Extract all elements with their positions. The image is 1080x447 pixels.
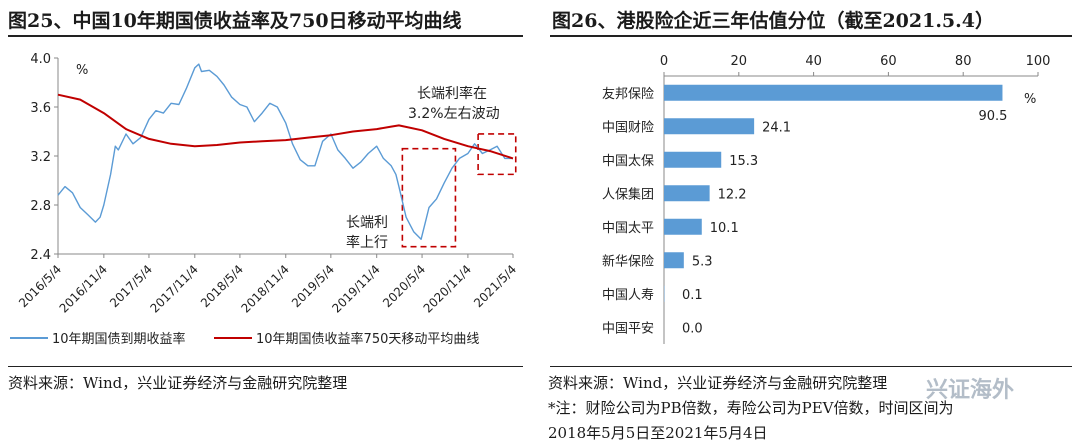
x-tick-label: 2018/5/4 (198, 262, 246, 310)
left-source-rule (8, 366, 523, 367)
bar (664, 118, 755, 135)
y-tick-label: 3.2 (30, 150, 51, 165)
category-label: 中国平安 (602, 321, 654, 336)
category-label: 人保集团 (602, 186, 654, 202)
bar-value-label: 0.0 (682, 321, 703, 336)
y-tick-label: 4.0 (30, 52, 51, 67)
bar (664, 252, 684, 269)
category-label: 新华保险 (602, 253, 654, 269)
legend-label-yield: 10年期国债到期收益率 (52, 331, 186, 347)
x-tick-label: 20 (731, 54, 748, 69)
x-tick-label: 2020/11/4 (421, 262, 474, 315)
valuation-bar-chart: 0 20 40 60 80 100 友邦保险 90.5 中国财险 24.1 中国太保 15.3 人保集团… (602, 54, 1051, 344)
left-source-note: 资料来源：Wind，兴业证券经济与金融研究院整理 (8, 374, 348, 392)
x-tick-label: 2019/11/4 (329, 262, 382, 315)
right-source-rule (550, 366, 1072, 367)
ma750-series-line (57, 93, 514, 160)
highlight-box-range (477, 133, 517, 176)
highlight-box-rise (401, 147, 457, 248)
x-tick-label: 40 (805, 54, 822, 69)
x-tick-label: 2021/5/4 (471, 262, 519, 310)
category-label: 中国财险 (602, 120, 654, 135)
annotation-text: 3.2%左右波动 (408, 106, 500, 122)
x-tick-label: 2018/11/4 (238, 262, 291, 315)
x-tick-label: 100 (1026, 54, 1051, 69)
x-tick-label: 2017/11/4 (148, 262, 201, 315)
bar (664, 185, 710, 202)
x-tick-label: 2017/5/4 (107, 262, 155, 310)
bar (664, 151, 722, 168)
right-footnote-line2: 2018年5月5日至2021年5月4日 (548, 424, 768, 442)
bar (664, 218, 702, 235)
bar-value-label: 90.5 (978, 109, 1007, 124)
legend-label-ma750: 10年期国债收益率750天移动平均曲线 (256, 331, 479, 347)
left-figure-title: 图25、中国10年期国债收益率及750日移动平均曲线 (8, 10, 462, 32)
y-tick-label: 2.4 (30, 248, 51, 263)
yield-series-line (57, 63, 513, 240)
annotation-text: 率上行 (346, 234, 388, 251)
x-tick-label: 0 (660, 54, 668, 69)
bar-value-label: 10.1 (710, 221, 739, 236)
x-tick-label: 2020/5/4 (380, 262, 428, 310)
yield-line-chart: 2.4 2.8 3.2 3.6 4.0% 2016/5/42016/11/42017/5/… (10, 52, 519, 347)
right-source-note: 资料来源：Wind，兴业证券经济与金融研究院整理 (548, 374, 888, 392)
x-tick-label: 2019/5/4 (289, 262, 337, 310)
category-label: 中国太保 (602, 154, 654, 169)
bar-value-label: 0.1 (682, 288, 703, 303)
bar-value-label: 12.2 (718, 187, 747, 202)
y-tick-label: 3.6 (30, 101, 51, 116)
x-tick-label: 2016/5/4 (16, 262, 64, 310)
x-tick-label: 60 (880, 54, 897, 69)
category-label: 中国人寿 (602, 288, 654, 303)
right-figure-title: 图26、港股险企近三年估值分位（截至2021.5.4） (552, 10, 994, 32)
bar (664, 84, 1003, 101)
x-tick-label: 2016/11/4 (57, 262, 110, 315)
x-tick-label: 80 (955, 54, 972, 69)
bar-value-label: 24.1 (762, 120, 791, 135)
y-tick-label: 2.8 (30, 199, 51, 214)
bar-value-label: 15.3 (729, 154, 758, 169)
right-title-rule (550, 35, 1072, 37)
category-label: 友邦保险 (602, 86, 654, 102)
right-footnote-line1: *注：财险公司为PB倍数，寿险公司为PEV倍数，时间区间为 (548, 399, 954, 417)
bar-value-label: 5.3 (692, 254, 713, 269)
annotation-text: 长端利率在 (417, 85, 487, 102)
unit-label: % (1024, 92, 1036, 107)
annotation-text: 长端利 (346, 215, 388, 231)
left-title-rule (8, 35, 523, 37)
watermark-logo: 兴证海外 (926, 378, 1015, 403)
unit-label: % (76, 63, 88, 78)
category-label: 中国太平 (602, 221, 654, 236)
